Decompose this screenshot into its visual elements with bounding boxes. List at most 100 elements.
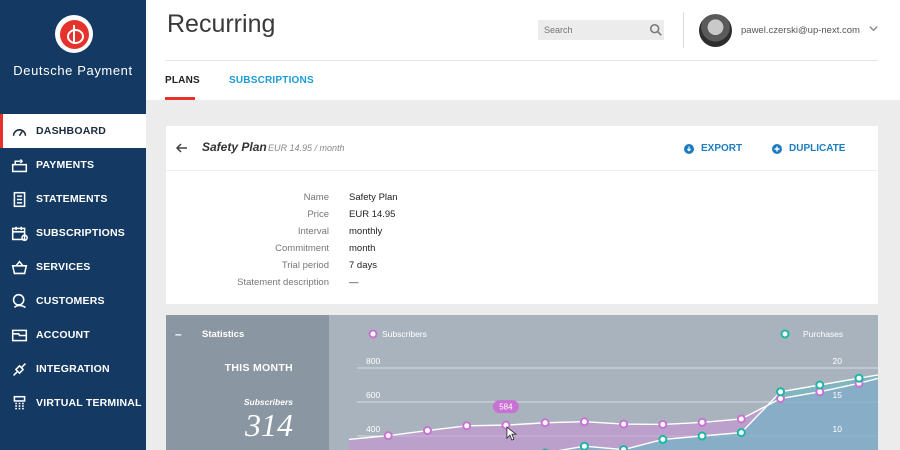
subscribers-point bbox=[697, 417, 707, 427]
detail-label: Trial period bbox=[281, 260, 329, 271]
detail-value: Safety Plan bbox=[349, 192, 398, 203]
sidebar-item-label: VIRTUAL TERMINAL bbox=[36, 397, 142, 409]
dashboard-icon bbox=[10, 122, 28, 140]
sidebar-item-account[interactable]: ACCOUNT bbox=[0, 318, 146, 352]
sidebar-item-integration[interactable]: INTEGRATION bbox=[0, 352, 146, 386]
payments-icon bbox=[10, 156, 28, 174]
statistics-summary: – Statistics THIS MONTH Subscribers 314 bbox=[166, 315, 329, 450]
detail-value: EUR 14.95 bbox=[349, 209, 396, 220]
plan-card-header: Safety Plan EUR 14.95 / month EXPORT DUP… bbox=[166, 126, 878, 171]
detail-value: 7 days bbox=[349, 260, 377, 271]
avatar[interactable] bbox=[699, 14, 732, 47]
user-email[interactable]: pawel.czerski@up-next.com bbox=[741, 25, 860, 36]
search-input[interactable] bbox=[538, 20, 664, 40]
purchases-point bbox=[658, 434, 668, 444]
export-button[interactable]: EXPORT bbox=[684, 143, 742, 154]
sidebar-item-label: STATEMENTS bbox=[36, 193, 108, 205]
detail-row: Interval monthly bbox=[166, 226, 878, 243]
basket-icon bbox=[10, 258, 28, 276]
subscribers-point bbox=[736, 414, 746, 424]
value-tooltip-label: 584 bbox=[499, 403, 513, 412]
search-icon[interactable] bbox=[649, 23, 663, 37]
sidebar-item-payments[interactable]: PAYMENTS bbox=[0, 148, 146, 182]
sidebar-item-label: PAYMENTS bbox=[36, 159, 95, 171]
detail-label: Statement description bbox=[237, 277, 329, 288]
detail-row: Statement description — bbox=[166, 277, 878, 294]
plan-title: Safety Plan bbox=[202, 140, 267, 154]
sidebar-nav: DASHBOARD PAYMENTS STATEMENTS SUBSCRIPTI… bbox=[0, 114, 146, 420]
purchases-point bbox=[776, 387, 786, 397]
sidebar-item-subscriptions[interactable]: SUBSCRIPTIONS bbox=[0, 216, 146, 250]
download-icon bbox=[684, 143, 694, 154]
sidebar-item-label: CUSTOMERS bbox=[36, 295, 105, 307]
plus-icon bbox=[772, 143, 782, 154]
sidebar-item-label: SERVICES bbox=[36, 261, 91, 273]
duplicate-label: DUPLICATE bbox=[789, 143, 846, 154]
header-divider bbox=[683, 12, 684, 48]
back-arrow-icon[interactable] bbox=[175, 141, 189, 155]
sidebar-item-dashboard[interactable]: DASHBOARD bbox=[0, 114, 146, 148]
sidebar-item-statements[interactable]: STATEMENTS bbox=[0, 182, 146, 216]
terminal-icon bbox=[10, 394, 28, 412]
integration-icon bbox=[10, 360, 28, 378]
account-icon bbox=[10, 326, 28, 344]
subscribers-point bbox=[422, 426, 432, 436]
sidebar-item-label: INTEGRATION bbox=[36, 363, 110, 375]
hand-cursor-icon bbox=[506, 426, 518, 441]
detail-label: Price bbox=[307, 209, 329, 220]
purchases-point bbox=[697, 431, 707, 441]
chevron-down-icon[interactable] bbox=[868, 23, 879, 34]
subscribers-count: 314 bbox=[245, 407, 293, 443]
period-label: THIS MONTH bbox=[224, 362, 293, 374]
purchases-point bbox=[815, 380, 825, 390]
detail-value: month bbox=[349, 243, 376, 254]
sidebar-item-label: ACCOUNT bbox=[36, 329, 90, 341]
tab-subscriptions[interactable]: SUBSCRIPTIONS bbox=[229, 75, 314, 86]
left-tick-label: 800 bbox=[366, 356, 380, 366]
right-tick-label: 15 bbox=[833, 390, 843, 400]
statistics-title: Statistics bbox=[202, 329, 245, 340]
legend-purchases-marker bbox=[780, 329, 790, 339]
brand-logo-icon[interactable] bbox=[55, 15, 93, 53]
sidebar-item-customers[interactable]: CUSTOMERS bbox=[0, 284, 146, 318]
subscribers-point bbox=[579, 417, 589, 427]
subscribers-point bbox=[540, 418, 550, 428]
sidebar-item-services[interactable]: SERVICES bbox=[0, 250, 146, 284]
detail-label: Name bbox=[303, 192, 329, 203]
sidebar-item-virtual-terminal[interactable]: VIRTUAL TERMINAL bbox=[0, 386, 146, 420]
detail-label: Commitment bbox=[275, 243, 329, 254]
value-tooltip bbox=[492, 400, 519, 414]
sidebar-item-label: SUBSCRIPTIONS bbox=[36, 227, 125, 239]
detail-row: Name Safety Plan bbox=[166, 192, 878, 209]
tab-active-indicator bbox=[165, 97, 195, 100]
purchases-point bbox=[579, 441, 589, 450]
subscribers-point bbox=[658, 419, 668, 429]
brand-name: Deutsche Payment bbox=[13, 63, 133, 78]
plan-price: EUR 14.95 / month bbox=[268, 143, 345, 153]
sidebar: Deutsche Payment DASHBOARD PAYMENTS STAT… bbox=[0, 0, 146, 450]
customers-icon bbox=[10, 292, 28, 310]
purchases-point bbox=[854, 373, 864, 383]
left-tick-label: 600 bbox=[366, 390, 380, 400]
subscribers-point bbox=[383, 431, 393, 441]
detail-label: Interval bbox=[297, 226, 329, 237]
statistics-panel: – Statistics THIS MONTH Subscribers 314 … bbox=[166, 315, 878, 450]
purchases-point bbox=[619, 445, 629, 450]
duplicate-button[interactable]: DUPLICATE bbox=[772, 143, 845, 154]
tab-plans[interactable]: PLANS bbox=[165, 75, 200, 86]
left-tick-label: 400 bbox=[366, 424, 380, 434]
legend-subscribers-label: Subscribers bbox=[382, 329, 427, 339]
statistics-chart: Subscribers Purchases 800 600 400 20 15 10 584 bbox=[348, 329, 878, 450]
header-divider-line bbox=[166, 60, 878, 61]
detail-row: Price EUR 14.95 bbox=[166, 209, 878, 226]
subscribers-point bbox=[462, 421, 472, 431]
page-title: Recurring bbox=[167, 10, 276, 38]
sidebar-item-label: DASHBOARD bbox=[36, 125, 107, 137]
detail-row: Commitment month bbox=[166, 243, 878, 260]
legend-subscribers-marker bbox=[368, 329, 378, 339]
collapse-toggle-button[interactable]: – bbox=[175, 327, 182, 341]
plan-details: Name Safety Plan Price EUR 14.95 Interval m… bbox=[166, 192, 878, 294]
purchases-point bbox=[736, 428, 746, 438]
purchases-area bbox=[349, 374, 878, 450]
right-tick-label: 20 bbox=[833, 356, 843, 366]
